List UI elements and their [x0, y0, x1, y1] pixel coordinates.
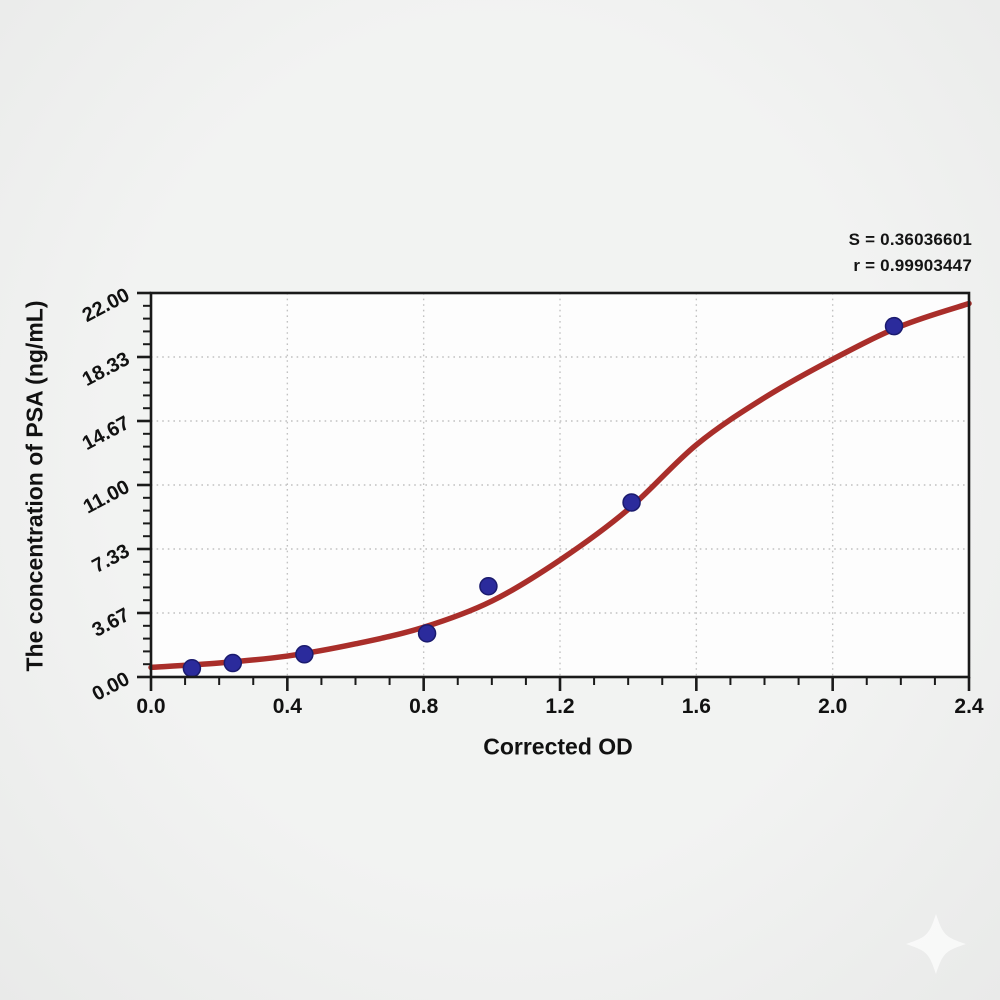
x-tick-label: 1.2: [545, 695, 574, 718]
y-tick-label: 0.00: [89, 668, 134, 706]
y-tick-label: 11.00: [80, 476, 134, 518]
y-tick-label: 18.33: [79, 348, 134, 391]
fit-r-value: r = 0.99903447: [853, 256, 972, 275]
y-tick-label: 14.67: [79, 412, 134, 455]
y-tick-label: 22.00: [79, 284, 134, 327]
sparkle-icon: [906, 914, 966, 974]
data-point: [479, 576, 498, 596]
data-point: [884, 316, 904, 336]
x-tick-label: 2.4: [954, 695, 984, 718]
y-tick-label: 3.67: [89, 604, 134, 642]
data-point: [622, 493, 641, 512]
x-tick-label: 0.0: [136, 695, 165, 718]
data-point: [223, 653, 243, 673]
x-tick-label: 2.0: [818, 695, 847, 718]
y-tick-label: 7.33: [89, 540, 134, 578]
fit-s-value: S = 0.36036601: [848, 230, 972, 249]
data-point: [417, 624, 437, 643]
fit-statistics: S = 0.36036601 r = 0.99903447: [849, 227, 972, 279]
y-axis-title: The concentration of PSA (ng/mL): [21, 300, 48, 672]
x-tick-label: 0.4: [273, 695, 303, 718]
x-axis-title: Corrected OD: [483, 733, 633, 760]
x-tick-label: 0.8: [409, 695, 439, 718]
x-tick-label: 1.6: [682, 695, 711, 718]
data-point: [295, 645, 314, 664]
fit-curve-line: [148, 300, 972, 671]
data-point: [182, 659, 202, 678]
